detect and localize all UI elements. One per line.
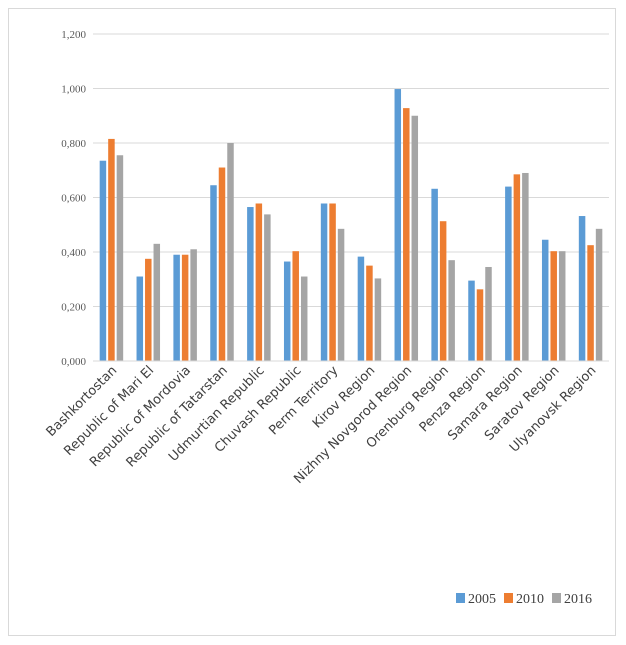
bar-2005 — [320, 203, 328, 361]
bar-2016 — [522, 172, 529, 361]
bar-2010 — [292, 251, 299, 361]
legend: 2005 2010 2016 — [456, 592, 592, 607]
bar-2016 — [337, 228, 345, 361]
bar-2005 — [468, 280, 475, 361]
bar-2016 — [595, 228, 603, 361]
bar-2016 — [116, 155, 124, 361]
bar-2016 — [411, 115, 419, 361]
bar-2016 — [374, 278, 382, 361]
legend-label: 2005 — [468, 592, 496, 607]
bar-2005 — [136, 276, 144, 361]
y-tick-label: 0,000 — [61, 356, 86, 368]
bar-2016 — [153, 243, 161, 361]
gridlines — [93, 33, 609, 307]
bar-2005 — [431, 188, 438, 361]
legend-swatch — [552, 593, 561, 603]
bar-2016 — [264, 214, 271, 361]
bar-2010 — [476, 289, 484, 361]
bar-2005 — [357, 256, 365, 361]
bar-2010 — [366, 265, 373, 361]
bar-2005 — [210, 185, 217, 361]
bar-2010 — [587, 245, 594, 361]
bar-2005 — [394, 89, 402, 362]
y-tick-label: 1,200 — [61, 29, 86, 41]
bar-2016 — [300, 276, 308, 361]
bar-2010 — [145, 258, 152, 361]
bar-2016 — [190, 249, 197, 361]
bar-2010 — [181, 254, 189, 361]
bar-2005 — [541, 239, 549, 361]
bar-2005 — [173, 254, 180, 361]
bar-2010 — [218, 167, 226, 361]
y-tick-label: 1,000 — [61, 84, 86, 96]
bar-2010 — [255, 203, 263, 361]
y-axis: 0,000 0,200 0,400 0,600 0,800 1,000 1,200 — [61, 29, 86, 368]
bar-2005 — [578, 216, 586, 361]
y-tick-label: 0,800 — [61, 138, 86, 150]
bar-2005 — [247, 207, 254, 361]
bar-2010 — [439, 221, 447, 361]
bar-2005 — [283, 261, 291, 361]
y-tick-label: 0,400 — [61, 247, 86, 259]
bar-2010 — [329, 203, 336, 361]
bar-2005 — [99, 160, 107, 361]
legend-label: 2010 — [516, 592, 544, 607]
legend-swatch — [456, 593, 465, 603]
bar-2010 — [403, 108, 410, 362]
legend-label: 2016 — [564, 592, 592, 607]
y-tick-label: 0,200 — [61, 302, 86, 314]
bar-2010 — [513, 174, 521, 361]
bar-2016 — [485, 266, 492, 361]
bar-2016 — [227, 143, 234, 361]
bar-2016 — [558, 251, 566, 361]
bar-2010 — [550, 251, 557, 361]
bars — [99, 89, 603, 362]
bar-2010 — [108, 138, 115, 361]
legend-swatch — [504, 593, 513, 603]
bar-chart: 0,000 0,200 0,400 0,600 0,800 1,000 1,200 Bash… — [44, 29, 609, 607]
chart-frame: 0,000 0,200 0,400 0,600 0,800 1,000 1,200 Bash… — [8, 8, 616, 636]
bar-2016 — [448, 260, 455, 361]
y-tick-label: 0,600 — [61, 193, 86, 205]
bar-2005 — [505, 186, 512, 361]
